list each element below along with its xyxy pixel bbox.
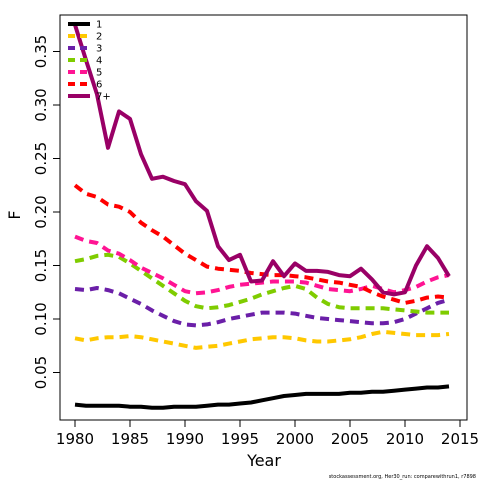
- x-tick-label: 2015: [441, 430, 479, 448]
- axes: 1980 1985 1990 1995 2000 2005 2010 2015 0.05 0.10…: [32, 14, 479, 448]
- x-tick-label: 1985: [111, 430, 149, 448]
- legend-label: 7+: [96, 92, 111, 103]
- series-line-1: [74, 384, 450, 410]
- series-line-2: [74, 329, 450, 350]
- legend-label: 2: [96, 32, 102, 43]
- legend-label: 5: [96, 68, 102, 79]
- y-tick-label: 0.25: [32, 142, 50, 175]
- x-tick-label: 2010: [386, 430, 424, 448]
- series-line-3: [74, 286, 450, 328]
- y-tick-label: 0.10: [32, 302, 50, 335]
- series-line-5: [74, 234, 450, 296]
- x-axis-title: Year: [246, 451, 281, 470]
- x-tick-label: 2005: [331, 430, 369, 448]
- x-tick-label: 2000: [276, 430, 314, 448]
- x-tick-label: 1995: [221, 430, 259, 448]
- y-tick-label: 0.35: [32, 35, 50, 68]
- legend-label: 6: [96, 80, 102, 91]
- y-tick-label: 0.30: [32, 88, 50, 121]
- x-tick-label: 1980: [56, 430, 94, 448]
- y-tick-label: 0.20: [32, 195, 50, 228]
- y-tick-label: 0.15: [32, 249, 50, 282]
- legend-label: 1: [96, 20, 102, 31]
- series-lines: [73, 24, 451, 410]
- series-line-6: [73, 183, 450, 305]
- series-line-7plus: [73, 24, 451, 297]
- legend-label: 4: [96, 56, 102, 67]
- y-axis-title: F: [5, 210, 24, 219]
- x-tick-label: 1990: [166, 430, 204, 448]
- legend-label: 3: [96, 44, 102, 55]
- series-line-4: [74, 252, 449, 315]
- credit-text: stockassessment.org, Her30_run: comparew…: [329, 474, 476, 480]
- plot-frame: [59, 14, 468, 421]
- y-tick-label: 0.05: [32, 356, 50, 389]
